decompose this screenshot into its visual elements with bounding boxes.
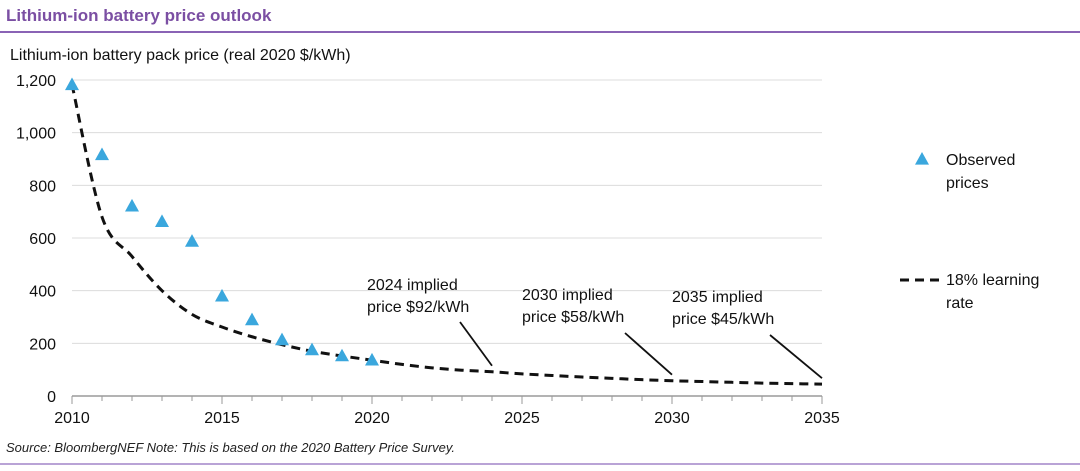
x-tick-label: 2020 bbox=[354, 410, 390, 427]
x-tick-label: 2030 bbox=[654, 410, 690, 427]
observed-price-point bbox=[275, 332, 289, 346]
y-tick-labels: 0 200 400 600 800 1,000 1,200 bbox=[16, 73, 56, 406]
y-tick-label: 200 bbox=[29, 336, 56, 353]
x-tick-label: 2015 bbox=[204, 410, 240, 427]
observed-price-point bbox=[365, 352, 379, 366]
x-tick-label: 2035 bbox=[804, 410, 840, 427]
observed-price-point bbox=[185, 234, 199, 247]
observed-price-point bbox=[245, 312, 259, 326]
legend-label-observed: prices bbox=[946, 175, 989, 192]
x-tick-label: 2010 bbox=[54, 410, 90, 427]
annotation-leader bbox=[459, 321, 493, 367]
y-tick-label: 800 bbox=[29, 178, 56, 195]
annotation-text: price $45/kWh bbox=[672, 311, 774, 328]
observed-price-point bbox=[125, 198, 139, 212]
observed-price-point bbox=[155, 214, 169, 228]
y-tick-label: 0 bbox=[47, 389, 56, 406]
x-axis: 2010 2015 2020 2025 2030 2035 bbox=[54, 395, 840, 427]
legend-label-learning: 18% learning bbox=[946, 272, 1039, 289]
observed-price-point bbox=[305, 342, 319, 356]
annotations: 2024 implied price $92/kWh 2030 implied pri… bbox=[367, 277, 823, 379]
legend-label-learning: rate bbox=[946, 295, 974, 312]
observed-price-point bbox=[335, 348, 349, 362]
page-title: Lithium-ion battery price outlook bbox=[6, 6, 272, 25]
y-tick-label: 1,200 bbox=[16, 73, 56, 90]
x-tick-label: 2025 bbox=[504, 410, 540, 427]
legend-marker-observed bbox=[915, 152, 929, 165]
y-tick-label: 400 bbox=[29, 284, 56, 301]
gridlines bbox=[72, 79, 822, 344]
annotation-text: 2030 implied bbox=[522, 287, 613, 304]
legend-label-observed: Observed bbox=[946, 152, 1015, 169]
annotation-leader bbox=[624, 332, 673, 376]
footer-divider bbox=[0, 463, 1080, 465]
title-divider bbox=[0, 31, 1080, 33]
learning-rate-line bbox=[70, 84, 823, 386]
observed-price-point bbox=[65, 77, 79, 91]
observed-price-point bbox=[95, 147, 109, 161]
y-tick-label: 1,000 bbox=[16, 126, 56, 143]
learning-rate-curve bbox=[70, 84, 823, 386]
legend: Observed prices 18% learning rate bbox=[900, 152, 1039, 312]
annotation-text: 2024 implied bbox=[367, 277, 458, 294]
observed-price-point bbox=[215, 288, 229, 302]
annotation-leader bbox=[769, 334, 823, 379]
y-tick-label: 600 bbox=[29, 231, 56, 248]
annotation-text: price $58/kWh bbox=[522, 309, 624, 326]
annotation-text: 2035 implied bbox=[672, 289, 763, 306]
observed-price-points bbox=[65, 77, 379, 366]
annotation-text: price $92/kWh bbox=[367, 299, 469, 316]
y-axis-label: Lithium-ion battery pack price (real 202… bbox=[10, 47, 351, 64]
source-note: Source: BloombergNEF Note: This is based… bbox=[6, 440, 455, 455]
